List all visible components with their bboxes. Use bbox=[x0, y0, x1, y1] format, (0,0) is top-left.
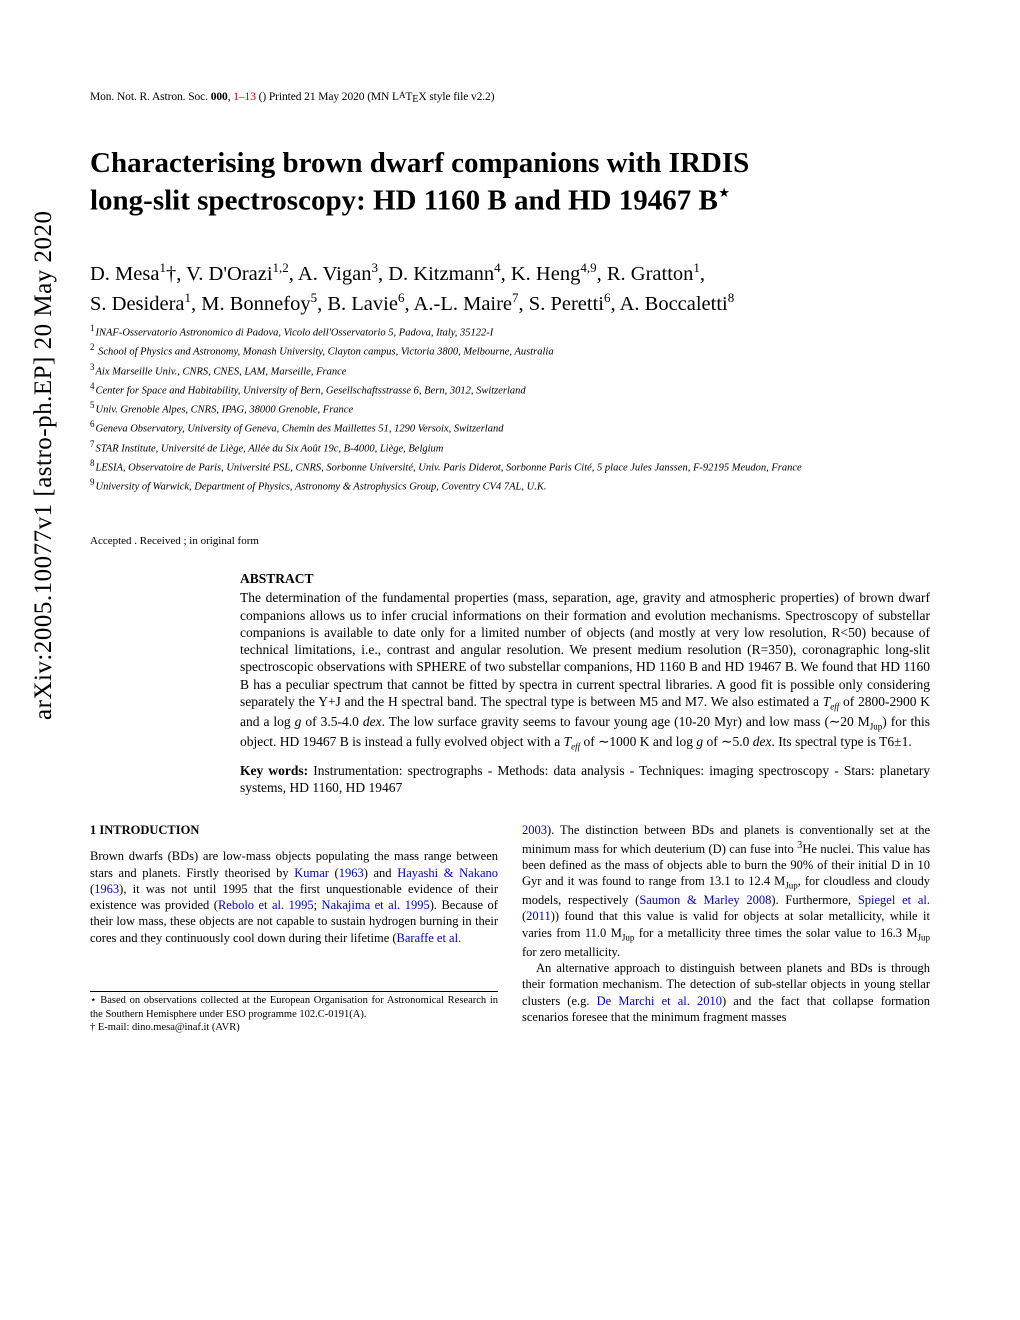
cite-nakajima: Nakajima et al. 1995 bbox=[322, 898, 430, 912]
keywords: Key words: Instrumentation: spectrograph… bbox=[240, 762, 930, 797]
pages: 1–13 bbox=[233, 91, 256, 103]
author-list: D. Mesa1†, V. D'Orazi1,2, A. Vigan3, D. … bbox=[90, 259, 930, 318]
left-column: 1 INTRODUCTION Brown dwarfs (BDs) are lo… bbox=[90, 822, 498, 1035]
accepted-line: Accepted . Received ; in original form bbox=[90, 535, 930, 547]
abstract-text: The determination of the fundamental pro… bbox=[240, 589, 930, 753]
cite-baraffe: Baraffe et al. bbox=[397, 931, 462, 945]
paper-title: Characterising brown dwarf companions wi… bbox=[90, 145, 930, 219]
intro-p1: Brown dwarfs (BDs) are low-mass objects … bbox=[90, 848, 498, 946]
cite-spiegel: Spiegel et al. bbox=[858, 893, 930, 907]
journal-header: Mon. Not. R. Astron. Soc. 000, 1–13 () P… bbox=[90, 90, 930, 105]
footnote-star: ⋆ Based on observations collected at the… bbox=[90, 994, 498, 1021]
affiliation-list: 1INAF-Osservatorio Astronomico di Padova… bbox=[90, 322, 930, 495]
abstract-heading: ABSTRACT bbox=[240, 571, 930, 587]
title-line-1: Characterising brown dwarf companions wi… bbox=[90, 147, 749, 179]
arxiv-stamp: arXiv:2005.10077v1 [astro-ph.EP] 20 May … bbox=[30, 211, 58, 720]
volume: 000 bbox=[211, 91, 228, 103]
body-columns: 1 INTRODUCTION Brown dwarfs (BDs) are lo… bbox=[90, 822, 930, 1035]
printed-date: Printed 21 May 2020 bbox=[269, 91, 365, 103]
footnote-dagger: † E-mail: dino.mesa@inaf.it (AVR) bbox=[90, 1021, 498, 1035]
title-line-2: long-slit spectroscopy: HD 1160 B and HD… bbox=[90, 185, 718, 217]
cite-hayashi: Hayashi & Nakano bbox=[397, 866, 498, 880]
intro-p2: An alternative approach to distinguish b… bbox=[522, 960, 930, 1025]
right-column: 2003). The distinction between BDs and p… bbox=[522, 822, 930, 1035]
style-file: (MN LATEX style file v2.2) bbox=[367, 91, 494, 103]
footnotes: ⋆ Based on observations collected at the… bbox=[90, 991, 498, 1035]
intro-p1-cont: 2003). The distinction between BDs and p… bbox=[522, 822, 930, 960]
cite-demarchi: De Marchi et al. 2010 bbox=[597, 994, 722, 1008]
journal-name: Mon. Not. R. Astron. Soc. bbox=[90, 91, 208, 103]
keywords-text: Instrumentation: spectrographs - Methods… bbox=[240, 763, 930, 795]
cite-kumar: Kumar bbox=[294, 866, 329, 880]
section-1-heading: 1 INTRODUCTION bbox=[90, 822, 498, 838]
cite-saumon: Saumon & Marley 2008 bbox=[639, 893, 771, 907]
keywords-label: Key words: bbox=[240, 763, 308, 778]
cite-rebolo: Rebolo et al. 1995 bbox=[218, 898, 314, 912]
